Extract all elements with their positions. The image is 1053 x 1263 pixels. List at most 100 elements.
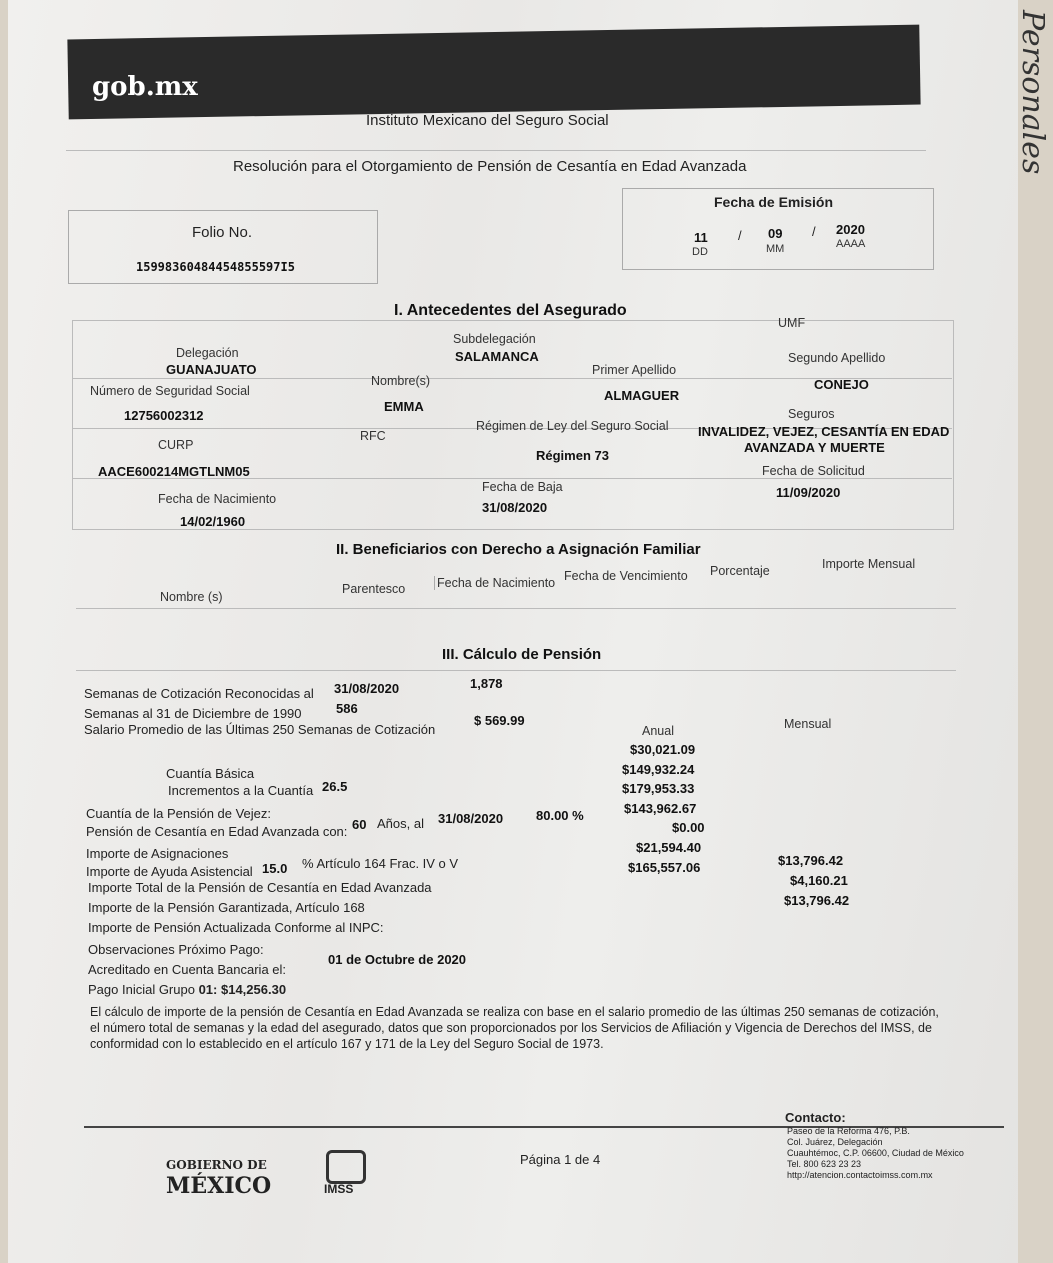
fecha-baja-value: 31/08/2020	[482, 500, 548, 515]
mensual-value: $4,160.21	[790, 873, 848, 888]
acreditado-value: 01 de Octubre de 2020	[328, 952, 467, 967]
contacto-line: Col. Juárez, Delegación	[787, 1137, 883, 1147]
semanas-reconocidas-date: 31/08/2020	[334, 681, 400, 696]
separator: /	[812, 224, 816, 239]
edad-value: 60	[352, 817, 367, 832]
mensual-value: $13,796.42	[778, 853, 844, 868]
anual-value: $0.00	[672, 820, 705, 835]
curp-label: CURP	[158, 438, 194, 452]
gobierno-logo-mexico: MÉXICO	[166, 1173, 272, 1199]
gobierno-logo: GOBIERNO DE	[166, 1158, 267, 1172]
nombre-label: Nombre(s)	[371, 374, 431, 388]
contacto-line: Cuauhtémoc, C.P. 06600, Ciudad de México	[787, 1148, 964, 1158]
pago-inicial: Pago Inicial Grupo 01: $14,256.30	[88, 982, 286, 997]
folio-value: 15998360484454855597I5	[136, 260, 295, 274]
delegacion-label: Delegación	[176, 346, 239, 360]
fecha-solicitud-value: 11/09/2020	[776, 485, 841, 500]
curp-value: AACE600214MGTLNM05	[98, 464, 250, 479]
asignaciones-label: Importe de Asignaciones	[86, 846, 229, 861]
fecha-emision-box	[622, 188, 934, 270]
anos-label: Años, al	[377, 816, 424, 831]
ayuda-value: 15.0	[262, 861, 288, 876]
anual-value: $143,962.67	[624, 801, 697, 816]
contacto-line: Tel. 800 623 23 23	[787, 1159, 862, 1169]
delegacion-value: GUANAJUATO	[166, 362, 257, 377]
nss-value: 12756002312	[124, 408, 204, 423]
acreditado-label: Acreditado en Cuenta Bancaria el:	[88, 962, 287, 977]
gobmx-logo: gob.mx	[92, 72, 198, 102]
regimen-value: Régimen 73	[536, 448, 609, 463]
fecha-emision-label: Fecha de Emisión	[714, 194, 834, 210]
mm-label: MM	[766, 243, 785, 255]
segundo-apellido-value: CONEJO	[814, 377, 869, 392]
nss-label: Número de Seguridad Social	[90, 384, 250, 398]
observaciones-label: Observaciones Próximo Pago:	[88, 942, 264, 957]
semanas-1990-value: 586	[336, 701, 358, 716]
calculation-note: El cálculo de importe de la pensión de C…	[90, 1004, 939, 1052]
col-fecha-vencimiento: Fecha de Vencimiento	[564, 569, 688, 583]
note-line: el número total de semanas y la edad del…	[90, 1021, 932, 1035]
section2-title: II. Beneficiarios con Derecho a Asignaci…	[336, 541, 701, 558]
regimen-label: Régimen de Ley del Seguro Social	[476, 419, 669, 433]
subdelegacion-value: SALAMANCA	[455, 349, 539, 364]
actualizada-label: Importe de Pensión Actualizada Conforme …	[88, 920, 384, 935]
cuantia-basica-label: Cuantía Básica	[166, 766, 255, 781]
col-fecha-nacimiento: Fecha de Nacimiento	[434, 576, 555, 590]
pago-inicial-value: 01: $14,256.30	[198, 982, 287, 997]
anual-value: $149,932.24	[622, 762, 695, 777]
salario-promedio-label: Salario Promedio de las Últimas 250 Sema…	[84, 722, 436, 737]
anual-value: $30,021.09	[630, 742, 696, 757]
section3-title: III. Cálculo de Pensión	[442, 646, 602, 663]
seguros-value: INVALIDEZ, VEJEZ, CESANTÍA EN EDAD	[698, 424, 950, 439]
semanas-reconocidas-label: Semanas de Cotización Reconocidas al	[84, 686, 314, 701]
aaaa-label: AAAA	[836, 238, 866, 250]
col-importe-mensual: Importe Mensual	[822, 557, 916, 571]
col-parentesco: Parentesco	[342, 582, 406, 596]
separator: /	[738, 228, 742, 243]
cuantia-vejez-label: Cuantía de la Pensión de Vejez:	[86, 806, 272, 821]
note-line: El cálculo de importe de la pensión de C…	[90, 1005, 939, 1019]
imss-logo-text: IMSS	[324, 1182, 354, 1196]
anual-value: $21,594.40	[636, 840, 702, 855]
folio-label: Folio No.	[192, 224, 253, 241]
pension-cesantia-label: Pensión de Cesantía en Edad Avanzada con…	[86, 824, 348, 839]
pago-inicial-label: Pago Inicial Grupo	[88, 982, 195, 997]
document-title: Resolución para el Otorgamiento de Pensi…	[233, 158, 747, 175]
mensual-value: $13,796.42	[784, 893, 850, 908]
seguros-label: Seguros	[788, 407, 835, 421]
fecha-baja-label: Fecha de Baja	[482, 480, 563, 494]
primer-apellido-value: ALMAGUER	[604, 388, 680, 403]
ayuda-suffix: % Artículo 164 Frac. IV o V	[302, 856, 459, 871]
contacto-title: Contacto:	[785, 1110, 846, 1125]
section1-table	[72, 320, 954, 530]
primer-apellido-label: Primer Apellido	[592, 363, 677, 377]
contacto-line: Paseo de la Reforma 476, P.B.	[787, 1126, 910, 1136]
mensual-header: Mensual	[784, 717, 832, 731]
rfc-label: RFC	[360, 429, 386, 443]
fecha-dd: 11	[694, 230, 708, 245]
umf-label: UMF	[778, 316, 806, 330]
anual-value: $165,557.06	[628, 860, 701, 875]
anual-header: Anual	[642, 724, 674, 738]
fecha-nacimiento-value: 14/02/1960	[180, 514, 246, 529]
segundo-apellido-label: Segundo Apellido	[788, 351, 886, 365]
institution-name: Instituto Mexicano del Seguro Social	[366, 112, 609, 129]
handwritten-note: Personales	[1015, 10, 1050, 175]
note-line: conformidad con lo establecido en el art…	[90, 1037, 604, 1051]
contacto-details: Paseo de la Reforma 476, P.B. Col. Juáre…	[787, 1126, 964, 1181]
fecha-mm: 09	[768, 226, 783, 241]
ayuda-label: Importe de Ayuda Asistencial	[86, 864, 253, 879]
incrementos-label: Incrementos a la Cuantía	[168, 783, 314, 798]
folio-box	[68, 210, 378, 284]
pension-date: 31/08/2020	[438, 811, 504, 826]
total-label: Importe Total de la Pensión de Cesantía …	[88, 880, 432, 895]
seguros-value-2: AVANZADA Y MUERTE	[744, 440, 885, 455]
subdelegacion-label: Subdelegación	[453, 332, 536, 346]
contacto-link[interactable]: http://atencion.contactoimss.com.mx	[787, 1170, 933, 1180]
semanas-1990-label: Semanas al 31 de Diciembre de 1990	[84, 706, 302, 721]
nombre-value: EMMA	[384, 399, 424, 414]
incrementos-value: 26.5	[322, 779, 348, 794]
salario-promedio-value: $ 569.99	[474, 713, 525, 728]
anual-value: $179,953.33	[622, 781, 695, 796]
page-number: Página 1 de 4	[520, 1152, 601, 1167]
